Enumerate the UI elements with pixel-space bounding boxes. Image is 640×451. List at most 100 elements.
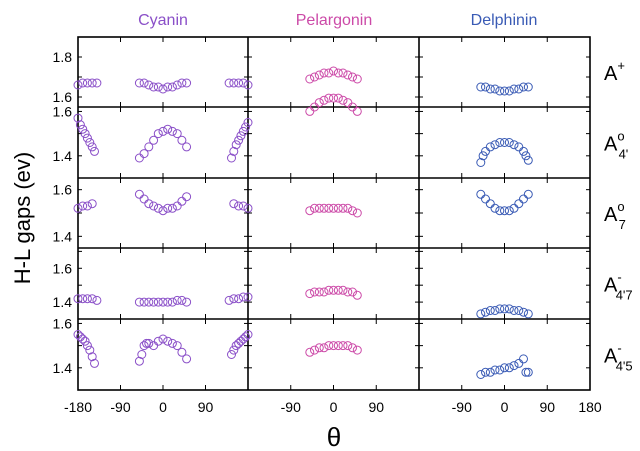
data-point <box>504 206 514 216</box>
data-point <box>348 287 357 297</box>
data-point <box>167 82 177 92</box>
data-point <box>481 82 490 92</box>
data-point <box>504 86 514 96</box>
data-point <box>348 343 357 353</box>
data-point <box>519 146 528 156</box>
data-point <box>310 287 319 297</box>
row-label: Ao 4' <box>604 129 628 162</box>
y-axis-label: H-L gaps (ev) <box>10 152 35 284</box>
data-point <box>476 158 486 167</box>
data-point <box>139 194 149 204</box>
series <box>476 304 533 319</box>
data-point <box>319 343 329 353</box>
row-label-superscript: + <box>617 58 625 73</box>
data-point <box>495 206 505 216</box>
data-point <box>134 356 144 366</box>
data-point <box>476 189 486 199</box>
data-point <box>78 201 88 211</box>
data-point <box>149 82 159 92</box>
data-point <box>144 142 154 152</box>
series <box>305 341 362 357</box>
data-point <box>305 289 315 299</box>
data-point <box>500 206 509 216</box>
data-point <box>182 78 192 88</box>
data-point <box>310 345 319 355</box>
series <box>305 66 362 84</box>
data-point <box>80 129 90 139</box>
data-point <box>319 95 329 105</box>
row-label: A- 4'7 <box>604 270 633 303</box>
data-point <box>144 297 154 307</box>
data-point <box>236 336 246 346</box>
data-point <box>234 201 244 211</box>
y-tick-label: 1.6 <box>53 315 73 331</box>
data-point <box>514 306 524 315</box>
data-point <box>227 350 236 359</box>
data-point <box>231 341 241 351</box>
x-tick-label: 0 <box>330 399 338 415</box>
data-point <box>521 367 531 377</box>
data-point <box>134 78 144 88</box>
row-labels: A+Ao 4'Ao 7A-4'7A-4'5 <box>604 58 633 374</box>
data-point <box>177 196 187 206</box>
x-tick-label: 0 <box>159 399 167 415</box>
data-point <box>343 70 353 80</box>
series <box>305 285 362 300</box>
data-point <box>243 292 253 302</box>
y-tick-label: 1.8 <box>53 49 73 65</box>
data-point <box>229 294 239 304</box>
data-point <box>514 142 524 152</box>
data-point <box>305 74 315 84</box>
data-point <box>82 133 92 143</box>
data-point <box>234 338 244 348</box>
data-point <box>87 352 97 362</box>
y-tick-label: 1.4 <box>53 148 73 164</box>
data-point <box>163 336 173 346</box>
data-point <box>163 82 173 92</box>
data-point <box>305 106 315 116</box>
data-point <box>87 142 97 152</box>
data-point <box>500 86 509 96</box>
data-point <box>324 93 334 103</box>
data-point <box>78 78 88 88</box>
data-point <box>338 68 348 78</box>
data-point <box>485 367 495 377</box>
data-point <box>495 365 505 375</box>
data-point <box>149 297 159 307</box>
row-label-subscript: 4' <box>619 147 629 162</box>
data-point <box>144 80 154 90</box>
row-label-subscript: 4'7 <box>616 288 633 303</box>
data-point <box>82 78 92 88</box>
x-axis-label: θ <box>327 422 341 451</box>
y-tick-label: 1.4 <box>53 228 73 244</box>
data-point <box>87 78 97 88</box>
series <box>476 138 533 167</box>
data-point <box>229 78 239 88</box>
data-point <box>348 206 357 216</box>
data-point <box>172 80 182 90</box>
y-tick-label: 1.6 <box>53 260 73 276</box>
data-point <box>163 124 173 134</box>
x-tick-label: 90 <box>198 399 214 415</box>
data-point <box>305 347 315 357</box>
x-tick-label: 180 <box>578 399 602 415</box>
data-point <box>333 93 343 103</box>
data-point <box>519 307 528 317</box>
data-point <box>167 338 177 348</box>
series <box>73 78 253 94</box>
row-label: A- 4'5 <box>604 341 633 374</box>
data-point <box>139 297 149 307</box>
data-point <box>329 285 338 295</box>
data-point <box>82 201 92 211</box>
data-point <box>305 206 315 216</box>
data-point <box>495 304 505 314</box>
row-label-subscript: 7 <box>619 217 626 232</box>
data-point <box>172 201 182 211</box>
row-label: A+ <box>604 58 625 85</box>
data-point <box>238 201 248 211</box>
data-point <box>78 334 88 344</box>
data-point <box>324 203 334 213</box>
data-point <box>504 304 514 314</box>
data-point <box>343 287 353 297</box>
